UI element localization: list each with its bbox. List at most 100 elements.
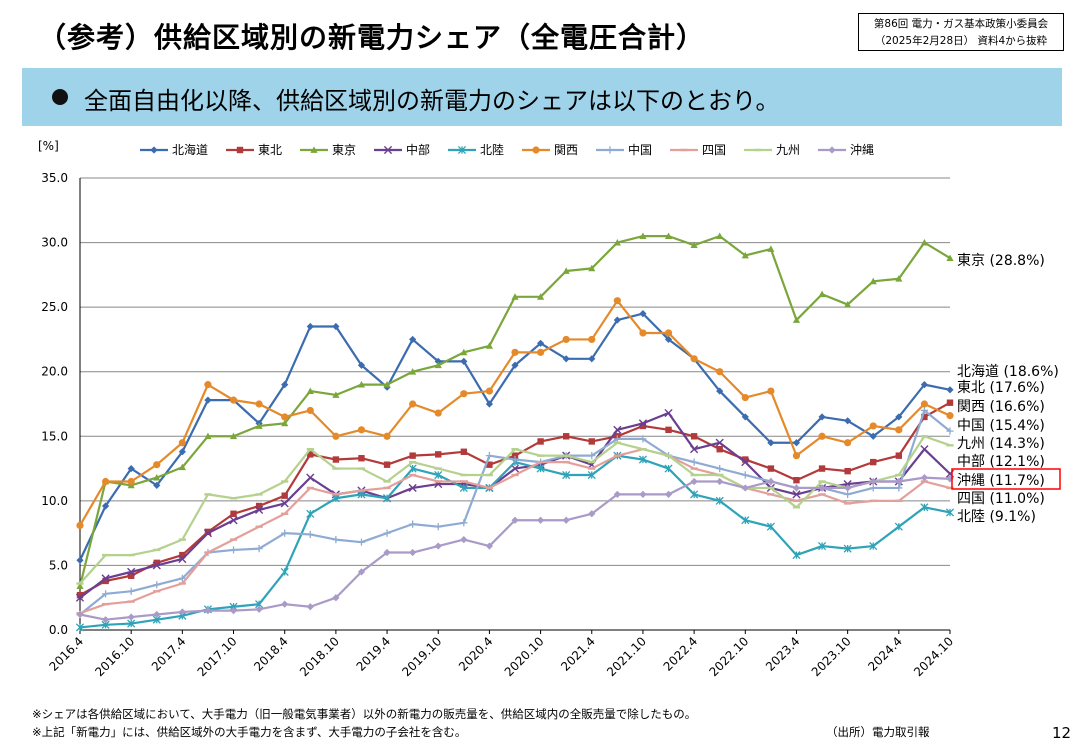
data-point — [357, 568, 366, 576]
data-point — [639, 435, 647, 443]
bullet-icon — [52, 89, 68, 105]
data-point — [588, 335, 596, 344]
y-tick-label: 35.0 — [41, 171, 68, 185]
legend-item: 関西 — [522, 143, 578, 157]
x-tick-label: 2021.4 — [558, 634, 598, 674]
data-point — [536, 339, 545, 347]
series-東北 — [76, 399, 954, 599]
data-point — [818, 290, 826, 298]
data-point — [306, 530, 314, 539]
data-point — [150, 146, 158, 154]
highlight-box — [951, 468, 1061, 490]
data-point — [178, 463, 186, 471]
data-point — [457, 145, 467, 155]
data-point — [793, 476, 800, 484]
x-tick-label: 2021.10 — [604, 634, 649, 679]
data-point — [306, 406, 314, 415]
data-point — [127, 619, 136, 628]
data-point — [127, 567, 136, 576]
data-point — [435, 451, 442, 458]
data-point — [306, 603, 314, 611]
data-point — [639, 232, 647, 239]
y-tick-label: 30.0 — [41, 236, 68, 250]
data-point — [332, 391, 340, 398]
data-point — [562, 355, 570, 363]
data-point — [511, 348, 519, 356]
data-point — [255, 545, 263, 553]
data-point — [766, 522, 775, 531]
data-point — [434, 542, 442, 550]
x-tick-label: 2020.4 — [456, 634, 496, 674]
share-line-chart: 0.05.010.015.020.025.030.035.0[%]2016.4 2… — [38, 139, 1061, 679]
data-point — [255, 505, 264, 514]
legend-item: 沖縄 — [818, 142, 874, 157]
legend-label: 東京 — [332, 143, 356, 157]
data-point — [127, 613, 135, 621]
end-label-四国: 四国 (11.0%) — [957, 491, 1045, 507]
data-point — [229, 607, 238, 615]
data-point — [281, 413, 289, 421]
x-tick-label: 2018.10 — [297, 634, 342, 679]
data-point — [895, 452, 903, 459]
data-point — [792, 452, 801, 460]
data-point — [255, 502, 263, 510]
data-point — [434, 361, 442, 369]
data-point — [606, 146, 614, 154]
data-point — [306, 322, 314, 331]
data-point — [434, 470, 443, 480]
y-tick-label: 25.0 — [41, 300, 68, 314]
data-point — [818, 432, 826, 440]
data-point — [920, 400, 929, 408]
series-line — [79, 299, 951, 526]
data-point — [613, 316, 621, 324]
data-point — [332, 322, 340, 331]
data-point — [357, 538, 366, 546]
data-point — [639, 490, 647, 498]
data-point — [767, 387, 775, 395]
data-point — [229, 396, 238, 404]
data-point — [613, 490, 621, 498]
data-point — [255, 605, 263, 613]
data-point — [638, 455, 648, 464]
series-北陸 — [75, 451, 955, 632]
data-point — [767, 439, 775, 447]
x-tick-label: 2017.4 — [149, 634, 189, 674]
data-point — [281, 529, 289, 537]
data-point — [153, 610, 161, 619]
data-point — [895, 275, 903, 282]
data-point — [869, 277, 877, 285]
data-point — [101, 574, 110, 583]
legend-label: 北海道 — [172, 142, 208, 157]
data-point — [741, 484, 749, 492]
data-point — [76, 582, 84, 589]
end-label-関西: 関西 (16.6%) — [957, 399, 1045, 415]
data-point — [690, 241, 698, 249]
data-point — [306, 473, 315, 482]
data-point — [153, 461, 161, 469]
footnote-2: ※上記「新電力」には、供給区域外の大手電力を含まず、大手電力の子会社を含む。 — [32, 725, 467, 739]
x-tick-label: 2023.10 — [809, 634, 854, 679]
data-point — [716, 477, 724, 486]
data-point — [716, 232, 724, 239]
data-point — [767, 245, 775, 252]
data-point — [690, 477, 698, 486]
data-point — [869, 477, 877, 486]
data-point — [536, 516, 545, 524]
data-point — [127, 477, 135, 486]
data-point — [281, 600, 289, 608]
data-point — [357, 381, 366, 388]
data-point — [562, 470, 571, 480]
data-point — [818, 465, 826, 472]
data-point — [409, 368, 417, 375]
data-point — [715, 496, 724, 505]
data-point — [434, 409, 442, 417]
data-point — [792, 551, 801, 560]
data-point — [76, 556, 84, 564]
data-point — [332, 456, 340, 463]
data-point — [178, 574, 186, 582]
data-point — [236, 146, 244, 154]
data-point — [664, 464, 673, 473]
legend-label: 九州 — [776, 143, 800, 157]
data-point — [101, 477, 110, 486]
series-line — [79, 411, 951, 599]
